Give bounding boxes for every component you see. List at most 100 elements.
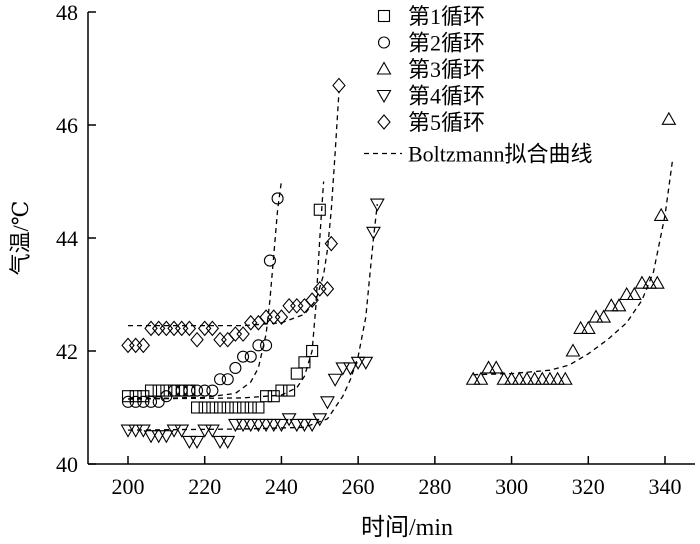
data-point: [332, 77, 346, 94]
data-point: [366, 226, 381, 240]
data-point: [273, 418, 289, 433]
data-point: [120, 424, 136, 438]
data-point: [166, 424, 182, 438]
data-point: [534, 371, 550, 385]
data-point: [159, 320, 174, 337]
data-point: [158, 430, 174, 444]
data-point: [350, 356, 366, 370]
data-point: [221, 401, 234, 414]
data-point: [297, 418, 312, 433]
data-point: [290, 297, 304, 314]
data-point: [152, 395, 165, 408]
data-point: [121, 395, 135, 408]
data-point: [197, 424, 213, 438]
data-point: [212, 435, 228, 450]
data-point: [160, 384, 173, 397]
data-point: [473, 371, 489, 385]
data-point: [214, 373, 227, 386]
fit-curve-5: [128, 91, 340, 327]
data-point: [121, 390, 135, 403]
data-point: [183, 384, 196, 397]
data-point: [160, 390, 173, 403]
data-point: [144, 320, 158, 337]
data-point: [182, 320, 197, 337]
data-point: [297, 297, 312, 314]
data-point: [274, 309, 289, 325]
data-point: [252, 339, 265, 352]
data-point: [214, 401, 227, 414]
data-point: [271, 192, 284, 205]
data-point: [611, 298, 627, 312]
data-point: [649, 275, 665, 289]
data-point: [151, 430, 167, 444]
data-point: [174, 424, 190, 438]
data-point: [496, 371, 512, 385]
data-point: [481, 360, 496, 374]
data-point: [260, 390, 273, 403]
data-point: [305, 292, 319, 308]
data-point: [258, 418, 274, 433]
data-point: [324, 235, 339, 252]
x-tick-label: 340: [649, 474, 682, 499]
data-point: [121, 337, 135, 354]
data-point: [250, 418, 266, 433]
data-point: [251, 314, 266, 331]
data-point: [290, 367, 303, 380]
data-point: [128, 337, 143, 354]
data-point: [237, 350, 250, 363]
data-point: [129, 395, 142, 408]
data-point: [244, 350, 257, 363]
data-point: [259, 309, 273, 325]
y-tick-label: 42: [56, 339, 78, 364]
legend-label-1: 第1循环: [408, 4, 485, 29]
data-point: [204, 424, 220, 438]
legend-marker-5: [377, 114, 391, 130]
data-point: [313, 203, 326, 216]
data-point: [275, 384, 288, 397]
data-point: [527, 371, 543, 385]
data-point: [190, 331, 204, 348]
data-point: [260, 339, 273, 352]
legend-fit-label: Boltzmann拟合曲线: [408, 142, 593, 167]
data-point: [143, 430, 159, 444]
y-tick-label: 46: [56, 113, 78, 138]
data-point: [189, 435, 205, 450]
data-point: [504, 371, 520, 385]
data-point: [137, 395, 150, 408]
legend-marker-3: [376, 61, 392, 75]
fit-curves: [127, 91, 674, 431]
data-point: [235, 418, 251, 433]
x-tick-label: 200: [112, 474, 145, 499]
y-tick-label: 48: [56, 0, 78, 25]
data-point: [151, 320, 166, 337]
x-axis-label: 时间/min: [361, 514, 453, 541]
data-point: [542, 371, 558, 385]
data-point: [152, 384, 165, 397]
data-point: [369, 198, 385, 212]
data-point: [213, 331, 227, 348]
legend-marker-2: [377, 36, 391, 49]
data-point: [252, 401, 265, 414]
fit-curve-4: [127, 204, 378, 431]
data-point: [565, 343, 581, 357]
data-point: [198, 401, 211, 414]
data-point: [244, 314, 258, 331]
fit-curve-2: [127, 181, 283, 400]
data-point: [229, 401, 242, 414]
data-point: [144, 395, 158, 408]
series-1-markers: [121, 203, 326, 414]
data-point: [519, 371, 535, 385]
data-point: [266, 418, 282, 433]
data-point: [358, 356, 374, 370]
data-point: [198, 384, 211, 397]
data-point: [167, 320, 181, 337]
data-point: [228, 326, 243, 342]
data-point: [588, 309, 604, 323]
data-point: [190, 401, 204, 414]
y-axis-label: 气温/℃: [8, 201, 33, 276]
data-point: [190, 384, 204, 397]
data-point: [596, 309, 612, 323]
data-point: [320, 281, 335, 297]
data-point: [306, 344, 319, 358]
data-point: [634, 275, 650, 289]
